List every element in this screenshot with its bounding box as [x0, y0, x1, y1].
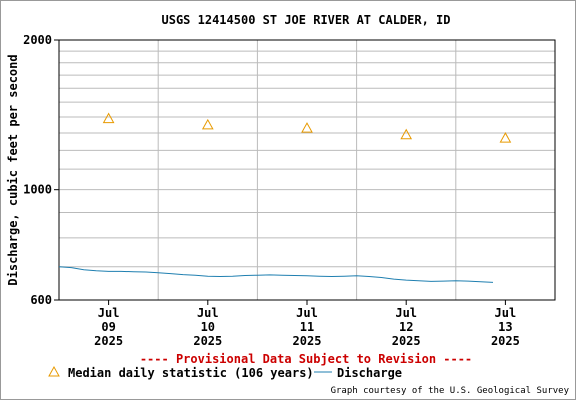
plot-frame — [58, 39, 556, 301]
legend-discharge-label: Discharge — [337, 366, 402, 380]
x-tick-label: Jul — [98, 306, 120, 320]
median-marker — [201, 118, 214, 130]
x-tick-label: 13 — [498, 320, 512, 334]
x-tick-label: 2025 — [491, 334, 520, 348]
y-tick-label: 600 — [30, 293, 52, 307]
x-tick-label: 2025 — [193, 334, 222, 348]
x-tick-label: 10 — [201, 320, 215, 334]
x-tick-label: 2025 — [94, 334, 123, 348]
discharge-line — [58, 266, 494, 283]
median-marker — [400, 128, 413, 140]
x-tick-label: 2025 — [293, 334, 322, 348]
median-marker — [499, 132, 512, 143]
median-marker — [102, 112, 115, 124]
series-layer — [58, 112, 512, 283]
y-axis-label: Discharge, cubic feet per second — [6, 54, 20, 285]
x-tick-label: Jul — [296, 306, 318, 320]
grid-lines — [59, 40, 555, 300]
x-tick-label: Jul — [495, 306, 517, 320]
x-tick-label: Jul — [197, 306, 219, 320]
legend: Median daily statistic (106 years) Disch… — [48, 365, 402, 380]
x-ticks: Jul092025Jul102025Jul112025Jul122025Jul1… — [94, 300, 520, 348]
x-tick-label: 2025 — [392, 334, 421, 348]
legend-median-label: Median daily statistic (106 years) — [68, 366, 314, 380]
legend-median-marker — [48, 365, 60, 377]
chart-title: USGS 12414500 ST JOE RIVER AT CALDER, ID — [162, 13, 451, 27]
median-marker — [301, 122, 313, 133]
x-tick-label: 09 — [101, 320, 115, 334]
x-tick-label: Jul — [395, 306, 417, 320]
y-tick-label: 2000 — [23, 33, 52, 47]
x-tick-label: 12 — [399, 320, 413, 334]
y-ticks: 600 1000 2000 — [23, 33, 59, 307]
y-tick-label: 1000 — [23, 183, 52, 197]
x-tick-label: 11 — [300, 320, 314, 334]
credit-note: Graph courtesy of the U.S. Geological Su… — [331, 386, 570, 396]
provisional-note: ---- Provisional Data Subject to Revisio… — [140, 352, 472, 366]
